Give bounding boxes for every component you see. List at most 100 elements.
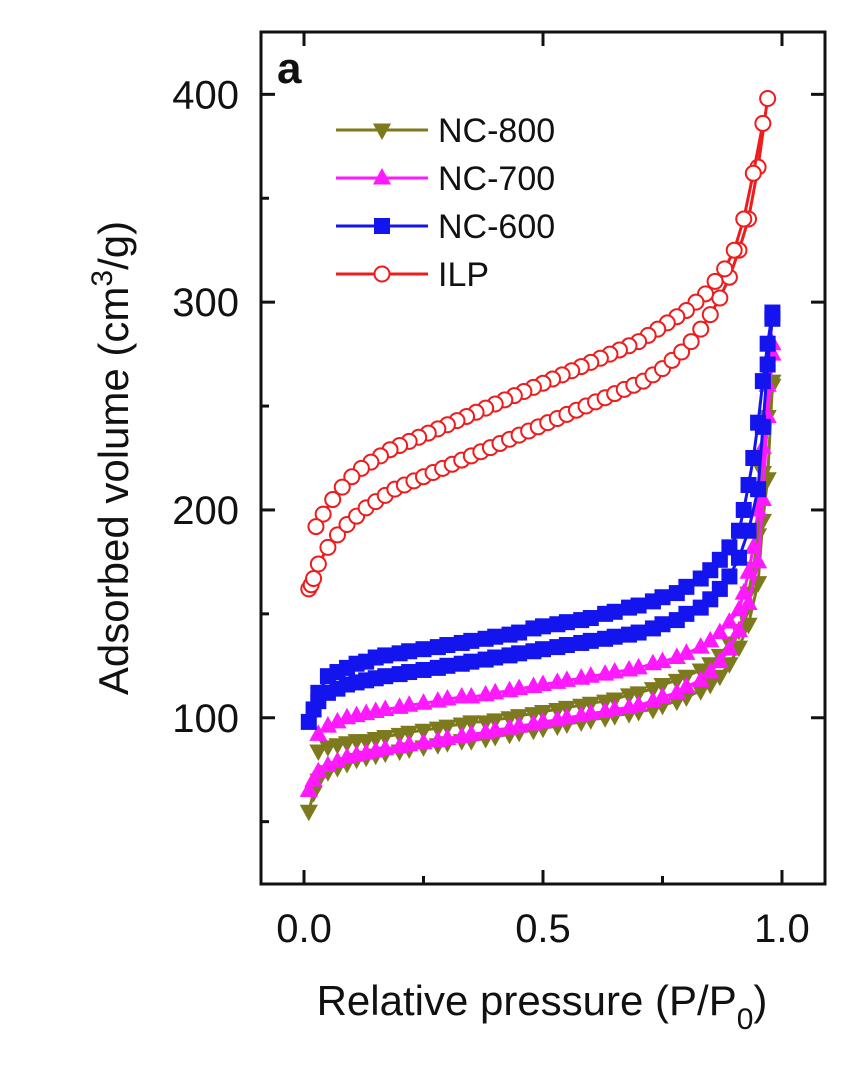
data-point-nc-800-desorption (428, 721, 447, 739)
data-point-nc-700-adsorption (414, 732, 433, 750)
data-point-ilp-desorption (307, 518, 325, 536)
data-point-nc-800-adsorption (729, 640, 749, 658)
data-point-nc-600-adsorption (439, 657, 456, 674)
data-point-nc-600-desorption (310, 684, 327, 701)
data-point-nc-700-desorption (677, 643, 696, 660)
data-point-ilp-desorption (324, 491, 342, 509)
data-point-nc-700-desorption (390, 697, 409, 714)
legend-item-ilp: ILP (336, 256, 489, 294)
legend-label: NC-700 (438, 160, 555, 198)
data-point-nc-700-desorption (691, 637, 710, 654)
data-point-nc-700-adsorption (748, 551, 768, 569)
data-point-nc-700-adsorption (729, 620, 749, 637)
data-point-nc-600-adsorption (711, 580, 728, 597)
data-point-nc-700-adsorption (720, 639, 739, 656)
axis-ticks (261, 32, 825, 884)
y-tick-label: 400 (172, 73, 239, 117)
data-point-ilp-desorption (735, 210, 753, 228)
data-point-nc-600-desorption (573, 612, 590, 629)
data-point-nc-700-adsorption (710, 651, 729, 669)
data-point-ilp-adsorption (673, 343, 691, 361)
data-point-nc-700-adsorption (677, 676, 696, 694)
data-point-ilp-desorption (343, 468, 361, 486)
x-axis-title-subscript: 0 (737, 1003, 754, 1036)
x-axis-title-close: ) (753, 977, 767, 1024)
legend-label: NC-800 (438, 112, 555, 150)
data-point-nc-700-desorption (744, 537, 763, 554)
data-point-nc-700-desorption (524, 676, 543, 694)
legend-item-nc-700: NC-700 (336, 160, 555, 198)
data-point-nc-700-desorption (309, 724, 328, 741)
panel-label: a (277, 44, 302, 93)
data-point-nc-600-adsorption (401, 664, 418, 681)
data-point-ilp-adsorption (305, 570, 323, 588)
data-point-nc-600-desorption (730, 522, 747, 539)
data-point-ilp-desorption (333, 478, 351, 496)
legend-marker (372, 167, 392, 185)
data-point-ilp-adsorption (711, 289, 729, 307)
data-point-nc-600-desorption (759, 335, 776, 352)
series-nc-700 (299, 333, 782, 797)
legend-item-nc-600: NC-600 (336, 208, 555, 246)
data-point-ilp-adsorption (319, 538, 337, 556)
legend: NC-800 NC-700 NC-600 ILP (336, 112, 555, 294)
series-layer (299, 89, 782, 822)
legend-label: ILP (438, 256, 489, 294)
data-point-nc-700-adsorption (629, 695, 648, 712)
data-point-nc-600-desorption (549, 616, 566, 633)
data-point-nc-600-desorption (644, 593, 661, 610)
data-point-nc-700-adsorption (462, 724, 481, 741)
data-point-nc-600-adsorption (415, 661, 432, 678)
legend-marker (373, 265, 391, 283)
data-point-nc-600-desorption (525, 620, 542, 637)
data-point-nc-700-desorption (328, 711, 347, 729)
data-point-ilp-desorption (716, 260, 734, 278)
data-point-nc-700-adsorption (376, 738, 395, 756)
data-point-nc-600-desorption (453, 634, 470, 651)
legend-marker (372, 123, 392, 141)
data-point-nc-700-desorption (734, 583, 753, 600)
data-point-nc-700-adsorption (486, 720, 505, 737)
data-point-nc-600-desorption (754, 373, 771, 390)
data-point-nc-600-adsorption (721, 568, 738, 585)
data-point-nc-700-desorption (476, 684, 495, 702)
data-point-nc-600-desorption (740, 477, 757, 494)
data-point-nc-800-desorption (309, 744, 328, 762)
data-point-nc-600-adsorption (606, 628, 623, 645)
data-point-ilp-desorption (754, 114, 772, 132)
data-point-nc-700-desorption (619, 659, 639, 677)
data-point-nc-700-adsorption (299, 780, 318, 797)
y-tick-label: 200 (172, 489, 239, 533)
data-point-nc-600-desorption (735, 501, 752, 518)
data-point-nc-600-adsorption (630, 624, 647, 641)
y-tick-label: 100 (172, 697, 239, 741)
data-point-ilp-desorption (314, 505, 332, 523)
data-point-ilp-adsorption (309, 555, 327, 573)
y-axis-title: Adsorbed volume (cm3/g) (86, 221, 137, 695)
data-point-nc-600-adsorption (558, 637, 575, 654)
data-point-ilp-desorption (706, 272, 724, 290)
data-point-nc-600-adsorption (678, 605, 695, 622)
data-point-nc-700-adsorption (533, 711, 553, 729)
data-point-nc-700-adsorption (557, 707, 576, 725)
data-point-nc-600-desorption (319, 668, 336, 685)
data-point-nc-600-desorption (721, 539, 738, 556)
data-point-nc-600-adsorption (377, 668, 394, 685)
data-point-nc-700-adsorption (653, 686, 672, 704)
data-point-nc-700-adsorption (304, 770, 323, 787)
legend-label: NC-600 (438, 208, 555, 246)
data-point-nc-700-desorption (701, 630, 720, 648)
data-point-nc-700-desorption (414, 693, 433, 710)
data-point-nc-800-desorption (452, 717, 471, 735)
data-point-ilp-adsorption (701, 306, 719, 324)
data-point-nc-700-desorption (548, 672, 567, 689)
data-point-ilp-adsorption (692, 320, 710, 338)
data-point-nc-600-adsorption (535, 641, 551, 658)
data-point-nc-800-desorption (390, 727, 409, 745)
y-axis-title-superscript: 3 (86, 270, 119, 287)
y-axis-title-tail: /g) (90, 221, 137, 270)
data-point-nc-700-adsorption (510, 716, 529, 733)
data-point-nc-600-desorption (745, 450, 762, 466)
data-point-ilp-adsorption (759, 89, 777, 107)
